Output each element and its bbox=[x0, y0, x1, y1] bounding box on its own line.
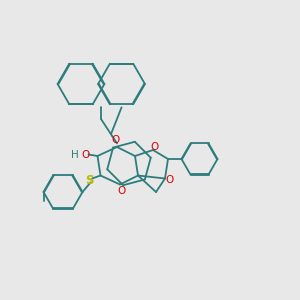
Text: O: O bbox=[117, 185, 126, 196]
Text: O: O bbox=[150, 142, 159, 152]
Text: S: S bbox=[85, 173, 93, 187]
Text: O: O bbox=[111, 135, 120, 146]
Text: O: O bbox=[81, 149, 90, 160]
Text: O: O bbox=[165, 175, 174, 185]
Text: H: H bbox=[71, 149, 79, 160]
